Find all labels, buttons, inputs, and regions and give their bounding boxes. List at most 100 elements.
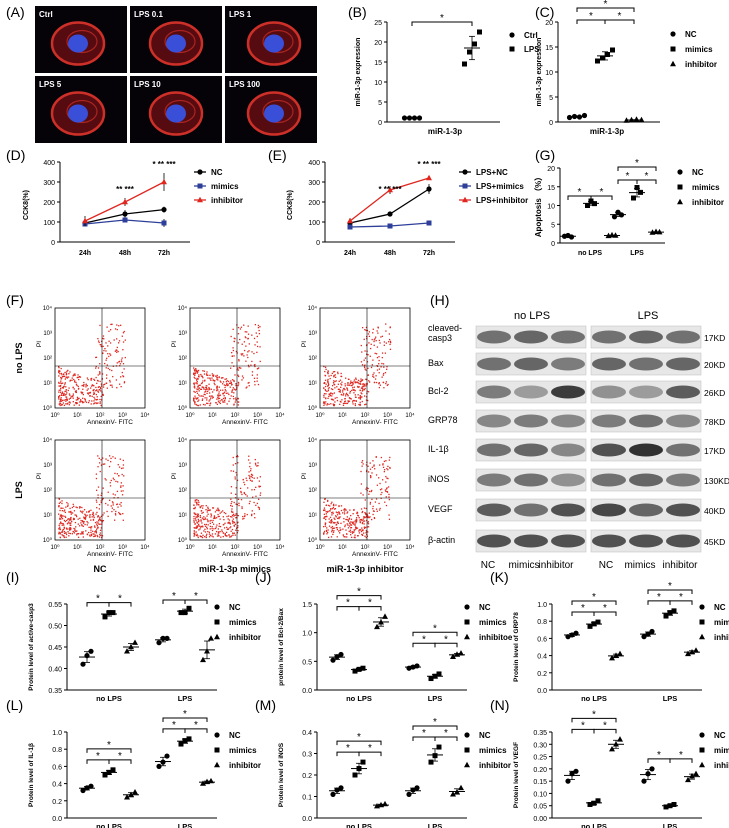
event-dot	[74, 380, 76, 382]
event-dot	[79, 505, 81, 508]
event-dot	[355, 521, 357, 524]
event-dot	[355, 396, 357, 398]
event-dot	[63, 373, 65, 375]
event-dot	[97, 466, 99, 468]
event-dot	[365, 513, 367, 516]
event-dot	[206, 392, 208, 395]
event-dot	[349, 509, 351, 511]
event-dot	[105, 359, 107, 361]
event-dot	[109, 353, 111, 355]
event-dot	[99, 402, 101, 405]
event-dot	[339, 516, 341, 518]
event-dot	[327, 370, 329, 372]
event-dot	[235, 503, 237, 505]
event-dot	[385, 330, 387, 332]
event-dot	[75, 391, 78, 394]
event-dot	[237, 367, 239, 369]
significance-star: *	[645, 171, 649, 182]
x-tick-label: no LPS	[578, 250, 602, 257]
legend-label: NC	[479, 603, 491, 612]
event-dot	[387, 477, 389, 480]
event-dot	[226, 528, 228, 531]
event-dot	[88, 531, 90, 534]
event-dot	[324, 379, 327, 381]
event-dot	[204, 391, 206, 393]
event-dot	[69, 379, 72, 381]
event-dot	[330, 512, 333, 514]
event-dot	[385, 323, 387, 325]
event-dot	[246, 331, 248, 333]
data-point	[566, 114, 573, 121]
event-dot	[95, 530, 97, 532]
event-dot	[58, 371, 60, 373]
event-dot	[384, 489, 387, 491]
legend-label: inhibitor	[229, 633, 261, 642]
protein-label: GRP78	[428, 415, 458, 425]
event-dot	[363, 516, 365, 518]
event-dot	[59, 400, 61, 403]
event-dot	[324, 374, 326, 377]
event-dot	[95, 499, 98, 501]
y-tick-label: 0	[551, 241, 555, 248]
event-dot	[353, 509, 355, 511]
event-dot	[231, 514, 234, 517]
y-axis-label: CCK8(%)	[287, 190, 294, 220]
event-dot	[242, 353, 244, 355]
event-dot	[86, 384, 88, 387]
event-dot	[194, 382, 196, 384]
event-dot	[327, 388, 330, 390]
event-dot	[356, 381, 358, 384]
event-dot	[95, 393, 97, 396]
event-dot	[213, 516, 216, 519]
event-dot	[199, 506, 201, 508]
event-dot	[207, 374, 209, 376]
event-dot	[346, 393, 349, 396]
event-dot	[97, 374, 99, 376]
event-dot	[99, 532, 101, 534]
event-dot	[361, 396, 363, 398]
event-dot	[90, 533, 92, 536]
event-dot	[354, 403, 357, 405]
data-point	[450, 791, 456, 797]
event-dot	[323, 402, 325, 404]
nucleus	[264, 34, 284, 53]
event-dot	[208, 388, 211, 390]
event-dot	[332, 512, 334, 515]
event-dot	[360, 380, 363, 382]
y-tick-label: 10⁴	[43, 305, 53, 312]
event-dot	[82, 388, 84, 390]
event-dot	[83, 516, 85, 518]
significance-star: *	[368, 598, 372, 609]
event-dot	[208, 533, 211, 535]
x-tick-label: LPS	[663, 694, 678, 703]
significance-bracket	[336, 595, 382, 600]
event-dot	[95, 399, 98, 401]
legend-label: inhibitoe	[479, 633, 513, 642]
significance-star: *	[444, 728, 448, 739]
legend-marker	[214, 633, 220, 640]
event-dot	[204, 380, 206, 382]
x-tick-label: 48h	[384, 250, 396, 257]
event-dot	[109, 384, 112, 386]
event-dot	[231, 528, 234, 531]
y-tick-label: 0.2	[302, 773, 312, 780]
event-dot	[326, 404, 328, 406]
data-point	[633, 116, 640, 122]
event-dot	[247, 356, 249, 359]
event-dot	[243, 492, 246, 495]
event-dot	[355, 517, 358, 519]
event-dot	[356, 527, 359, 529]
event-dot	[361, 387, 364, 390]
event-dot	[373, 465, 375, 467]
event-dot	[231, 516, 233, 518]
event-dot	[102, 463, 104, 465]
event-dot	[98, 341, 100, 344]
event-dot	[223, 391, 226, 393]
event-dot	[200, 532, 203, 534]
event-dot	[63, 394, 65, 397]
event-dot	[332, 511, 334, 513]
event-dot	[83, 383, 85, 386]
event-dot	[329, 377, 331, 380]
data-point	[693, 770, 699, 776]
